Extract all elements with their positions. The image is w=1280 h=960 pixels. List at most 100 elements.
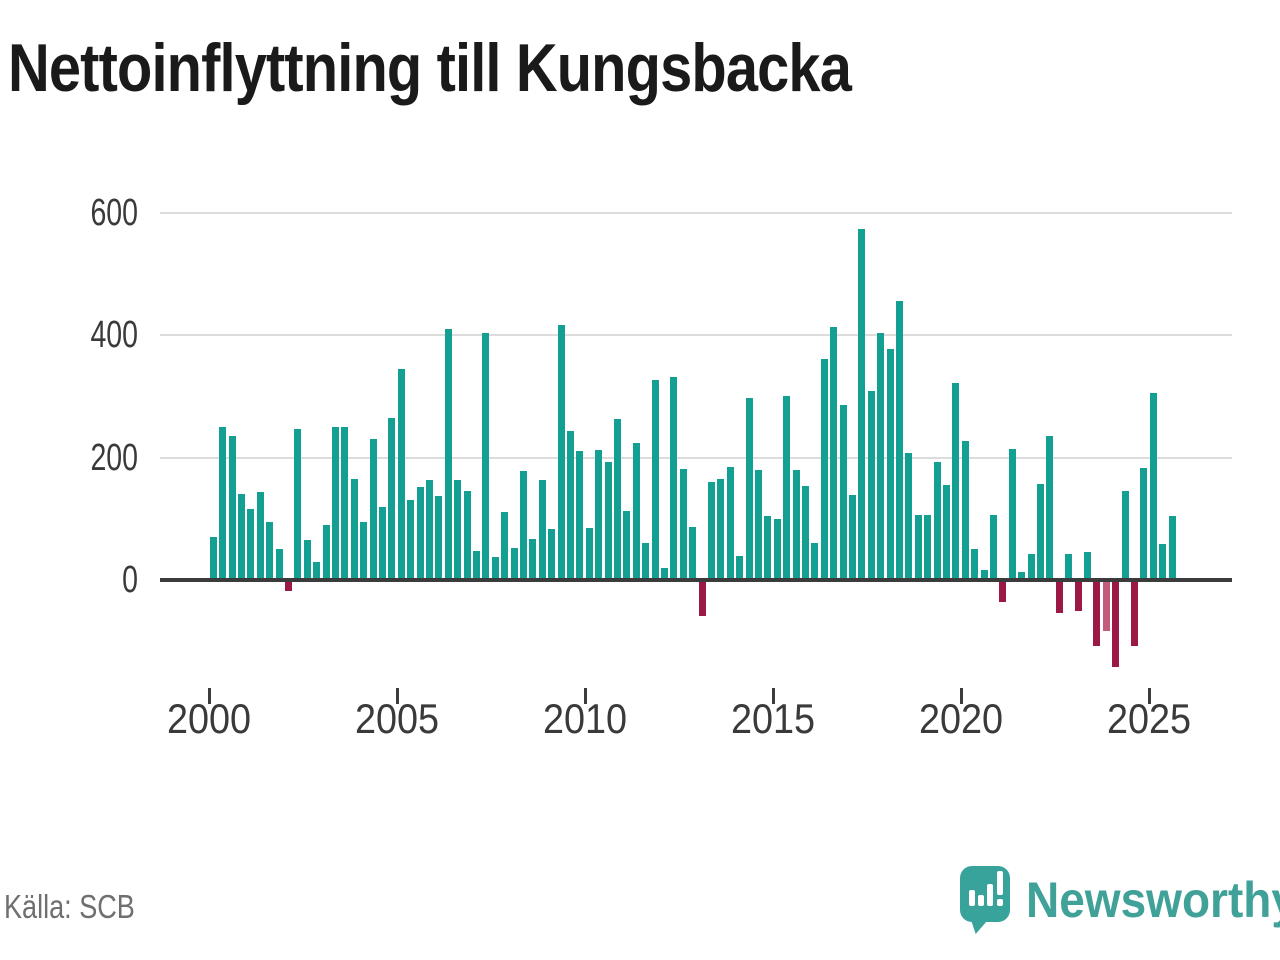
- speech-bubble-icon: [960, 866, 1010, 922]
- bar-2013K3: [717, 478, 725, 580]
- bar-2008K1: [510, 548, 518, 580]
- bar-2017K1: [849, 494, 856, 580]
- bar-2001K3: [266, 521, 274, 580]
- bar-2007K2: [482, 333, 490, 580]
- bar-2002K3: [303, 540, 311, 580]
- y-axis-label-0: 0: [122, 559, 138, 601]
- bar-2012K4: [689, 526, 697, 580]
- bar-2004K3: [379, 507, 386, 580]
- bar-2023K4: [1102, 582, 1110, 631]
- bar-2021K1: [999, 582, 1007, 603]
- bar-2015K4: [802, 486, 809, 580]
- bar-2025K3: [1168, 516, 1176, 580]
- gridline-600: [160, 211, 1232, 214]
- x-axis-label-2005: 2005: [354, 695, 440, 742]
- bar-2008K3: [529, 538, 537, 580]
- bar-2012K1: [661, 568, 668, 580]
- chart-title: Nettoinflyttning till Kungsbacka: [8, 30, 852, 106]
- bar-2024K2: [1121, 490, 1129, 580]
- bar-2025K1: [1149, 392, 1157, 580]
- newsworthy-wordmark: Newsworthy: [1026, 872, 1280, 928]
- bar-2021K3: [1018, 572, 1026, 580]
- bar-2020K1: [961, 440, 969, 580]
- bar-2017K4: [877, 332, 885, 580]
- bar-2013K4: [726, 466, 734, 580]
- bar-2000K1: [209, 537, 217, 580]
- bar-2017K3: [867, 391, 875, 580]
- bar-2009K4: [576, 450, 584, 580]
- bar-2019K4: [952, 383, 960, 580]
- bar-2005K3: [416, 486, 424, 580]
- x-axis-label-2000: 2000: [166, 695, 252, 742]
- x-axis-tick-2010: [583, 688, 587, 704]
- bar-2013K2: [708, 482, 715, 580]
- bar-2001K2: [256, 491, 264, 580]
- bar-2002K1: [285, 582, 292, 591]
- logo-exclamation-dot-icon: [997, 899, 1003, 906]
- bar-2016K2: [820, 358, 828, 580]
- bar-2003K3: [341, 426, 349, 580]
- bar-2011K4: [651, 379, 659, 580]
- bar-2024K4: [1140, 467, 1148, 580]
- bar-2007K1: [473, 550, 480, 580]
- x-axis-label-2010: 2010: [542, 695, 628, 742]
- x-axis-tick-2000: [207, 688, 211, 704]
- bar-2012K3: [679, 469, 687, 580]
- bar-2019K1: [924, 515, 932, 580]
- gridline-200: [160, 456, 1232, 459]
- bar-2018K1: [886, 349, 894, 580]
- bar-2020K3: [980, 570, 988, 580]
- x-axis-tick-2020: [959, 688, 963, 704]
- bar-2020K2: [971, 548, 979, 580]
- newsworthy-branding: Newsworthy: [960, 862, 1280, 942]
- bar-2010K1: [585, 527, 593, 580]
- bar-2011K2: [632, 443, 640, 580]
- bar-2000K2: [219, 426, 227, 580]
- bar-2013K1: [698, 582, 706, 616]
- bar-2001K1: [247, 508, 255, 580]
- bar-2000K4: [238, 493, 245, 580]
- bar-2010K2: [595, 449, 603, 580]
- x-axis-tick-2005: [395, 688, 399, 704]
- bar-2018K3: [905, 453, 913, 580]
- bar-2000K3: [228, 436, 236, 580]
- y-axis-label-600: 600: [90, 191, 138, 234]
- bar-2003K1: [322, 524, 330, 580]
- bar-2009K3: [567, 431, 574, 580]
- bar-2022K1: [1037, 483, 1044, 580]
- bar-2004K2: [369, 438, 377, 580]
- bar-2016K4: [839, 405, 847, 580]
- bar-2022K2: [1046, 436, 1054, 580]
- bar-2011K1: [623, 510, 631, 580]
- bar-2014K4: [764, 515, 772, 580]
- bar-2016K1: [811, 543, 819, 580]
- bar-2006K2: [444, 328, 452, 580]
- bar-2019K3: [943, 485, 950, 580]
- bar-2015K1: [773, 519, 781, 580]
- x-axis-label-2015: 2015: [730, 695, 816, 742]
- bar-2023K3: [1093, 582, 1101, 646]
- logo-bar-icon: [978, 895, 984, 906]
- bar-2024K3: [1131, 582, 1138, 646]
- gridline-400: [160, 334, 1232, 336]
- bar-2014K1: [736, 555, 744, 580]
- bar-2005K4: [426, 480, 433, 580]
- x-axis-label-2025: 2025: [1106, 695, 1192, 742]
- bar-2018K2: [896, 301, 903, 580]
- bar-2004K4: [388, 417, 396, 580]
- bar-2008K2: [520, 470, 527, 580]
- bar-2003K2: [332, 426, 339, 580]
- bar-2010K4: [614, 418, 621, 580]
- bar-2002K4: [313, 562, 321, 580]
- x-axis-tick-2015: [771, 688, 775, 704]
- bar-2023K1: [1074, 582, 1082, 611]
- source-note: Källa: SCB: [4, 888, 135, 925]
- bar-2020K4: [990, 515, 997, 580]
- x-axis-tick-2025: [1147, 688, 1151, 704]
- logo-bar-icon: [987, 884, 993, 906]
- bar-2015K2: [783, 396, 791, 580]
- x-axis-label-2020: 2020: [918, 695, 1004, 742]
- bar-2023K2: [1084, 551, 1091, 580]
- x-axis-zero-line: [160, 578, 1232, 582]
- bar-2022K3: [1055, 582, 1063, 614]
